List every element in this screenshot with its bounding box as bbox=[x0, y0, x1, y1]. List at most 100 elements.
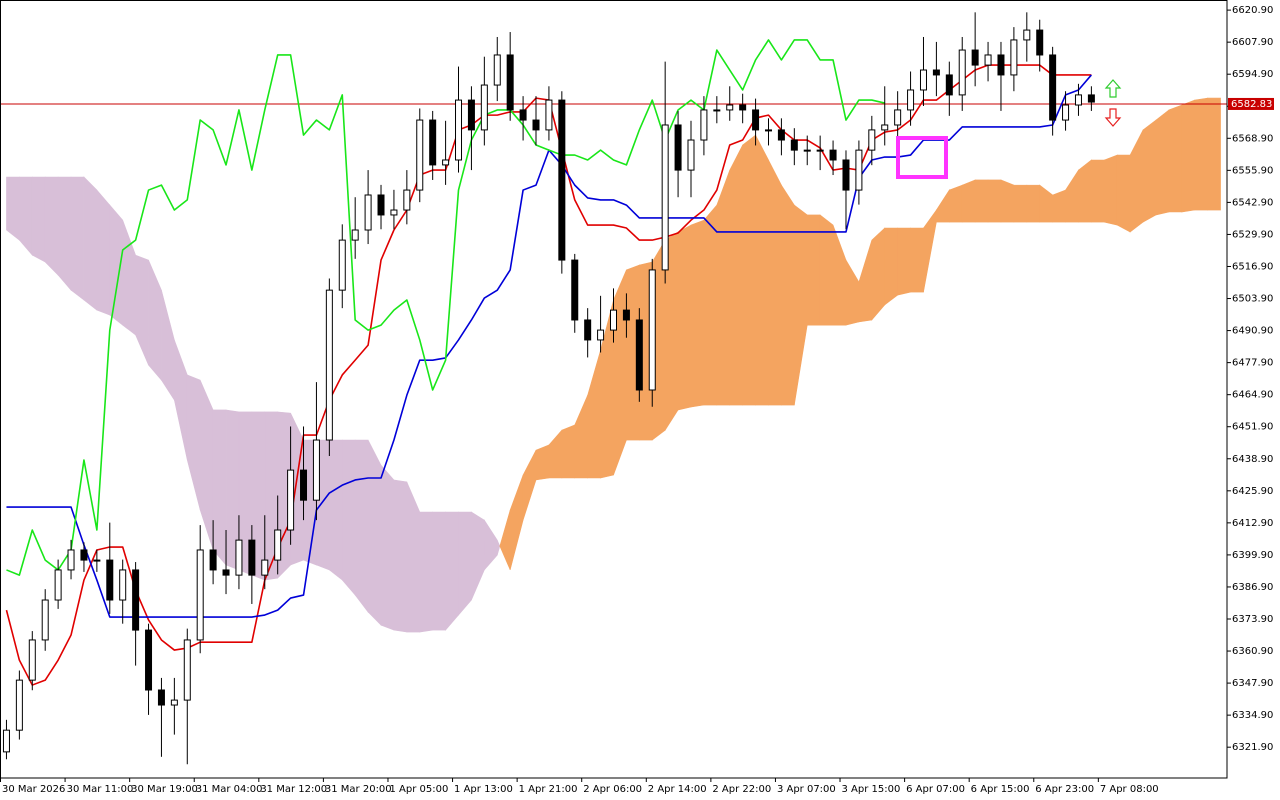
candle-body bbox=[1074, 94, 1082, 106]
cloud-segment bbox=[57, 176, 72, 291]
candle-body bbox=[958, 49, 966, 96]
cloud-segment bbox=[212, 409, 227, 566]
y-tick-label: 6321.90 bbox=[1232, 742, 1273, 753]
cloud-segment bbox=[535, 444, 550, 481]
candle-body bbox=[67, 549, 75, 571]
cloud-segment bbox=[1129, 129, 1144, 233]
candle-body bbox=[467, 99, 475, 131]
y-tick-label: 6399.90 bbox=[1232, 550, 1273, 561]
y-tick-label: 6477.90 bbox=[1232, 358, 1273, 369]
candle-body bbox=[610, 309, 617, 331]
candle-body bbox=[713, 109, 721, 112]
x-tick-label: 3 Apr 07:00 bbox=[777, 784, 836, 795]
candle-body bbox=[312, 439, 320, 501]
y-tick-label: 6516.90 bbox=[1232, 261, 1273, 272]
candle-body bbox=[622, 309, 630, 321]
candle-body bbox=[842, 159, 850, 191]
candle-body bbox=[28, 639, 36, 681]
candle-body bbox=[442, 159, 450, 166]
candle-body bbox=[519, 109, 527, 121]
candle-layer bbox=[2, 12, 1095, 765]
candle-body bbox=[403, 189, 411, 211]
y-tick-label: 6334.90 bbox=[1232, 710, 1273, 721]
last-price-box bbox=[1228, 97, 1274, 110]
y-tick-label: 6373.90 bbox=[1232, 614, 1273, 625]
cloud-segment bbox=[910, 227, 924, 293]
cloud-segment bbox=[1168, 104, 1183, 213]
candle-body bbox=[429, 119, 437, 166]
cloud-segment bbox=[70, 176, 85, 301]
candle-body bbox=[907, 89, 915, 111]
candle-body bbox=[687, 139, 695, 171]
cloud-segment bbox=[703, 204, 718, 406]
candle-body bbox=[868, 129, 876, 151]
y-tick-label: 6451.90 bbox=[1232, 422, 1273, 433]
axis-layer: 6321.90 6334.90 6347.90 6360.90 6373.90 6386.… bbox=[0, 5, 1274, 795]
candle-body bbox=[170, 699, 178, 706]
up-arrow bbox=[1104, 79, 1122, 98]
candle-body bbox=[274, 529, 282, 561]
y-tick-label: 6360.90 bbox=[1232, 646, 1273, 657]
cloud-segment bbox=[987, 179, 1002, 223]
candle-body bbox=[545, 99, 553, 131]
candle-body bbox=[145, 629, 153, 691]
x-tick-label: 30 Mar 19:00 bbox=[131, 784, 198, 795]
candle-body bbox=[932, 69, 940, 76]
cloud-segment bbox=[1207, 97, 1221, 211]
candle-body bbox=[1087, 94, 1095, 103]
cloud-segment bbox=[561, 424, 576, 479]
candle-body bbox=[364, 194, 372, 231]
candle-body bbox=[829, 149, 837, 161]
cloud-segment bbox=[1052, 189, 1066, 223]
cloud-segment bbox=[1078, 159, 1092, 223]
candle-body bbox=[222, 569, 230, 576]
cloud-segment bbox=[1013, 184, 1028, 223]
y-tick-label: 6568.90 bbox=[1232, 133, 1273, 144]
cloud-segment bbox=[768, 159, 782, 406]
y-tick-label: 6386.90 bbox=[1232, 582, 1273, 593]
candle-body bbox=[803, 149, 811, 152]
cloud-segment bbox=[380, 464, 395, 631]
y-tick-label: 6607.90 bbox=[1232, 37, 1273, 48]
candle-body bbox=[506, 54, 514, 111]
x-tick-label: 7 Apr 08:00 bbox=[1100, 784, 1159, 795]
candle-body bbox=[416, 119, 424, 191]
x-tick-label: 31 Mar 20:00 bbox=[325, 784, 392, 795]
candle-body bbox=[132, 569, 140, 631]
cloud-segment bbox=[936, 189, 950, 223]
cloud-segment bbox=[716, 169, 731, 406]
cloud-segment bbox=[845, 258, 860, 326]
candle-body bbox=[739, 104, 747, 111]
candle-body bbox=[700, 109, 708, 141]
candle-body bbox=[183, 639, 191, 701]
cloud-segment bbox=[1000, 179, 1015, 223]
indicator-line bbox=[6, 39, 885, 576]
candle-body bbox=[1062, 104, 1070, 121]
cloud-segment bbox=[690, 219, 705, 408]
cloud-segment bbox=[742, 134, 756, 406]
candle-body bbox=[196, 549, 204, 641]
down-arrow bbox=[1104, 108, 1122, 127]
cloud-segment bbox=[406, 481, 421, 633]
cloud-segment bbox=[44, 176, 59, 276]
candle-body bbox=[377, 194, 385, 216]
candle-body bbox=[261, 559, 269, 576]
cloud-segment bbox=[794, 204, 808, 406]
candle-body bbox=[571, 259, 579, 321]
candle-body bbox=[235, 539, 243, 576]
candle-body bbox=[54, 569, 62, 601]
cloud-segment bbox=[471, 511, 485, 601]
cloud-segment bbox=[329, 439, 343, 581]
candle-body bbox=[648, 269, 656, 391]
cloud-segment bbox=[1142, 119, 1157, 223]
candle-body bbox=[493, 54, 501, 86]
cloud-segment bbox=[31, 176, 46, 263]
cloud-segment bbox=[499, 509, 511, 571]
candle-body bbox=[558, 99, 566, 261]
candle-body bbox=[726, 104, 734, 111]
candle-body bbox=[635, 319, 643, 391]
cloud-segment bbox=[1116, 154, 1131, 233]
candle-body bbox=[15, 679, 23, 731]
cloud-segment bbox=[1091, 159, 1105, 223]
